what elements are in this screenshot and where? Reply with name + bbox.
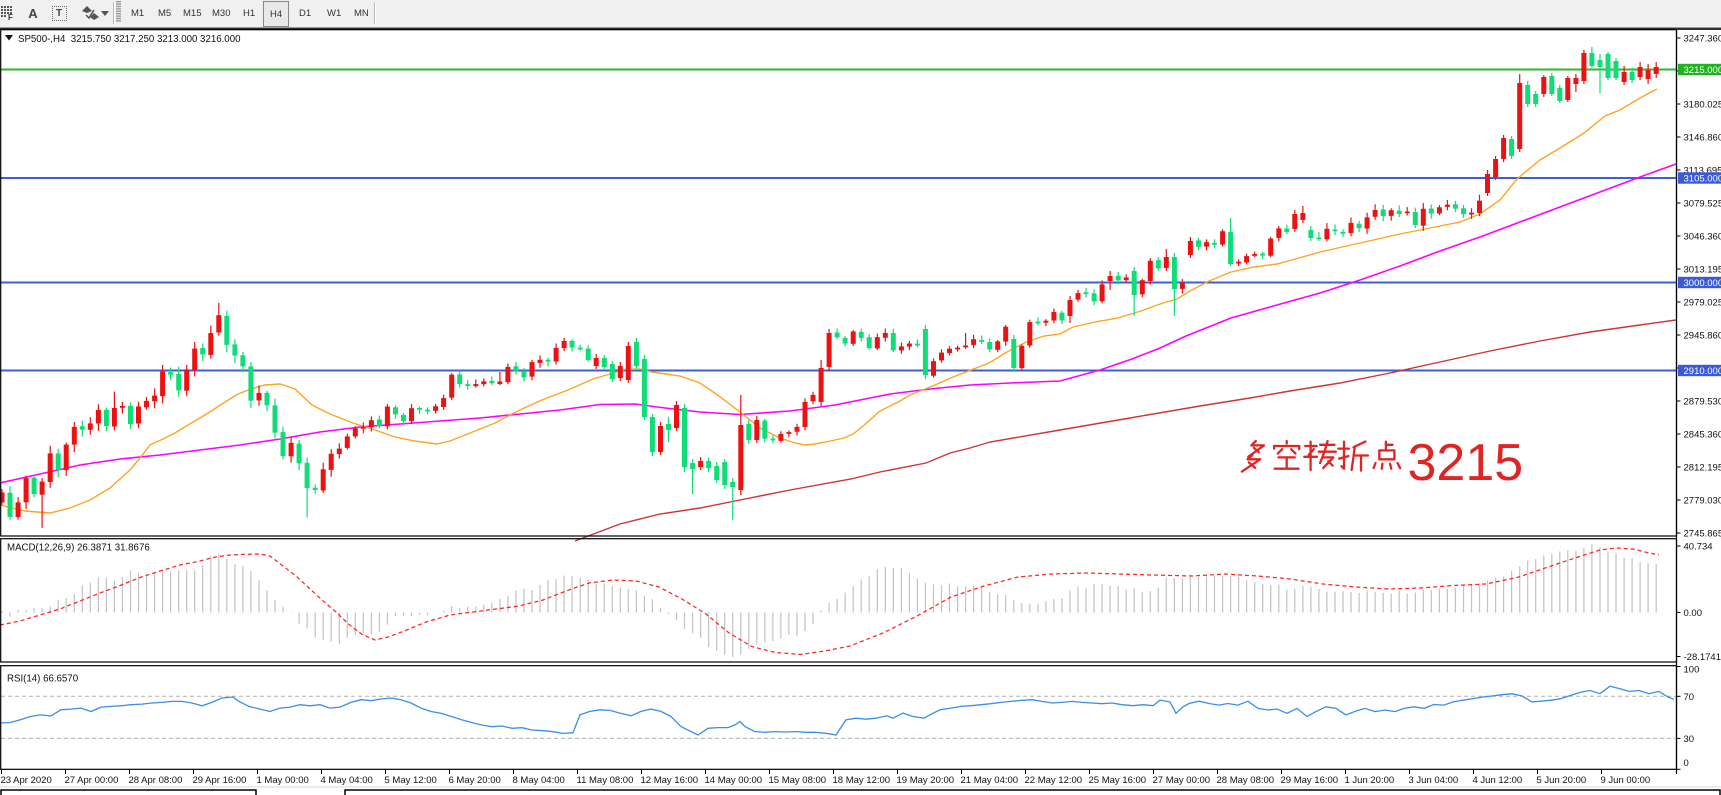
svg-text:22 May 12:00: 22 May 12:00 — [1025, 775, 1083, 786]
svg-text:MACD(12,26,9) 26.3871 31.8676: MACD(12,26,9) 26.3871 31.8676 — [7, 543, 150, 554]
svg-text:-28.1741: -28.1741 — [1684, 652, 1721, 663]
svg-text:21 May 04:00: 21 May 04:00 — [961, 775, 1019, 786]
svg-text:27 May 00:00: 27 May 00:00 — [1153, 775, 1211, 786]
svg-text:SP500-,H4 3215.750 3217.250 3: SP500-,H4 3215.750 3217.250 3213.000 321… — [18, 34, 241, 45]
svg-text:100: 100 — [1684, 665, 1700, 676]
svg-text:2945.860: 2945.860 — [1684, 331, 1721, 342]
svg-text:70: 70 — [1684, 692, 1695, 703]
svg-text:3215: 3215 — [1408, 434, 1524, 492]
svg-text:2779.030: 2779.030 — [1684, 496, 1721, 507]
svg-text:3013.195: 3013.195 — [1684, 265, 1721, 276]
svg-text:F: F — [8, 13, 13, 20]
svg-text:29 Apr 16:00: 29 Apr 16:00 — [193, 775, 247, 786]
svg-text:1 Jun 20:00: 1 Jun 20:00 — [1345, 775, 1395, 786]
svg-text:5 Jun 20:00: 5 Jun 20:00 — [1537, 775, 1587, 786]
svg-text:3215.000: 3215.000 — [1684, 65, 1721, 76]
svg-text:29 May 16:00: 29 May 16:00 — [1281, 775, 1339, 786]
svg-text:2812.195: 2812.195 — [1684, 463, 1721, 474]
svg-text:40.734: 40.734 — [1684, 542, 1713, 553]
svg-text:12 May 16:00: 12 May 16:00 — [641, 775, 699, 786]
svg-text:2879.530: 2879.530 — [1684, 397, 1721, 408]
svg-text:3180.025: 3180.025 — [1684, 100, 1721, 111]
svg-text:11 May 08:00: 11 May 08:00 — [577, 775, 634, 786]
svg-text:9 Jun 00:00: 9 Jun 00:00 — [1601, 775, 1651, 786]
svg-text:3247.360: 3247.360 — [1684, 34, 1721, 45]
svg-text:28 May 08:00: 28 May 08:00 — [1217, 775, 1275, 786]
svg-text:14 May 00:00: 14 May 00:00 — [705, 775, 763, 786]
svg-text:3113.695: 3113.695 — [1684, 166, 1721, 177]
svg-text:4 Jun 12:00: 4 Jun 12:00 — [1473, 775, 1523, 786]
svg-text:3079.525: 3079.525 — [1684, 199, 1721, 210]
svg-text:8 May 04:00: 8 May 04:00 — [513, 775, 565, 786]
svg-text:15 May 08:00: 15 May 08:00 — [769, 775, 827, 786]
svg-text:3046.360: 3046.360 — [1684, 232, 1721, 243]
svg-text:RSI(14) 66.6570: RSI(14) 66.6570 — [7, 674, 79, 685]
svg-text:30: 30 — [1684, 734, 1695, 745]
svg-text:3105.000: 3105.000 — [1684, 174, 1721, 185]
svg-text:3000.000: 3000.000 — [1684, 278, 1721, 289]
svg-text:6 May 20:00: 6 May 20:00 — [449, 775, 501, 786]
svg-text:28 Apr 08:00: 28 Apr 08:00 — [129, 775, 183, 786]
svg-text:2979.025: 2979.025 — [1684, 298, 1721, 309]
svg-text:0.00: 0.00 — [1684, 608, 1703, 619]
svg-text:23 Apr 2020: 23 Apr 2020 — [1, 775, 52, 786]
svg-text:2845.360: 2845.360 — [1684, 430, 1721, 441]
svg-text:19 May 20:00: 19 May 20:00 — [897, 775, 955, 786]
svg-text:3146.860: 3146.860 — [1684, 133, 1721, 144]
svg-text:25 May 16:00: 25 May 16:00 — [1089, 775, 1147, 786]
svg-text:2745.865: 2745.865 — [1684, 529, 1721, 540]
svg-text:3 Jun 04:00: 3 Jun 04:00 — [1409, 775, 1459, 786]
svg-text:18 May 12:00: 18 May 12:00 — [833, 775, 891, 786]
svg-text:27 Apr 00:00: 27 Apr 00:00 — [65, 775, 119, 786]
svg-text:4 May 04:00: 4 May 04:00 — [321, 775, 373, 786]
svg-text:2910.000: 2910.000 — [1684, 366, 1721, 377]
svg-text:5 May 12:00: 5 May 12:00 — [385, 775, 437, 786]
svg-text:1 May 00:00: 1 May 00:00 — [257, 775, 309, 786]
svg-text:0: 0 — [1684, 758, 1689, 769]
